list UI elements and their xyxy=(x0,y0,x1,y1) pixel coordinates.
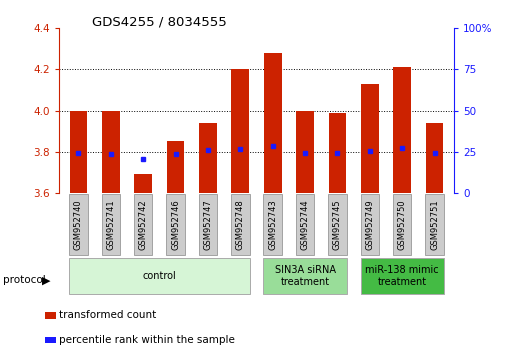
Text: GSM952743: GSM952743 xyxy=(268,199,277,250)
Text: GSM952742: GSM952742 xyxy=(139,199,148,250)
Text: percentile rank within the sample: percentile rank within the sample xyxy=(60,335,235,345)
Text: GDS4255 / 8034555: GDS4255 / 8034555 xyxy=(92,16,227,29)
Bar xyxy=(231,69,249,193)
Bar xyxy=(328,113,346,193)
Text: miR-138 mimic
treatment: miR-138 mimic treatment xyxy=(365,265,439,287)
Bar xyxy=(361,84,379,193)
Text: GSM952750: GSM952750 xyxy=(398,199,407,250)
FancyBboxPatch shape xyxy=(264,258,347,294)
Bar xyxy=(393,67,411,193)
Bar xyxy=(264,53,282,193)
Bar xyxy=(426,123,443,193)
FancyBboxPatch shape xyxy=(69,258,249,294)
Text: GSM952746: GSM952746 xyxy=(171,199,180,250)
FancyBboxPatch shape xyxy=(296,194,314,255)
FancyBboxPatch shape xyxy=(361,258,444,294)
FancyBboxPatch shape xyxy=(393,194,411,255)
FancyBboxPatch shape xyxy=(231,194,249,255)
Bar xyxy=(102,110,120,193)
Text: ▶: ▶ xyxy=(42,275,50,285)
FancyBboxPatch shape xyxy=(264,194,282,255)
Text: GSM952748: GSM952748 xyxy=(236,199,245,250)
FancyBboxPatch shape xyxy=(425,194,444,255)
Bar xyxy=(45,312,56,319)
Bar xyxy=(199,123,217,193)
FancyBboxPatch shape xyxy=(134,194,152,255)
Text: control: control xyxy=(143,271,176,281)
Text: SIN3A siRNA
treatment: SIN3A siRNA treatment xyxy=(274,265,336,287)
FancyBboxPatch shape xyxy=(69,194,88,255)
FancyBboxPatch shape xyxy=(102,194,120,255)
Text: GSM952749: GSM952749 xyxy=(365,199,374,250)
Bar xyxy=(134,175,152,193)
Bar xyxy=(167,142,185,193)
Text: GSM952745: GSM952745 xyxy=(333,199,342,250)
Bar xyxy=(45,337,56,343)
Text: GSM952751: GSM952751 xyxy=(430,199,439,250)
FancyBboxPatch shape xyxy=(199,194,217,255)
Text: transformed count: transformed count xyxy=(60,310,156,320)
Text: GSM952747: GSM952747 xyxy=(204,199,212,250)
Text: protocol: protocol xyxy=(3,275,45,285)
Text: GSM952744: GSM952744 xyxy=(301,199,309,250)
FancyBboxPatch shape xyxy=(166,194,185,255)
Text: GSM952740: GSM952740 xyxy=(74,199,83,250)
Bar xyxy=(70,110,87,193)
FancyBboxPatch shape xyxy=(328,194,347,255)
FancyBboxPatch shape xyxy=(361,194,379,255)
Bar xyxy=(296,110,314,193)
Text: GSM952741: GSM952741 xyxy=(106,199,115,250)
